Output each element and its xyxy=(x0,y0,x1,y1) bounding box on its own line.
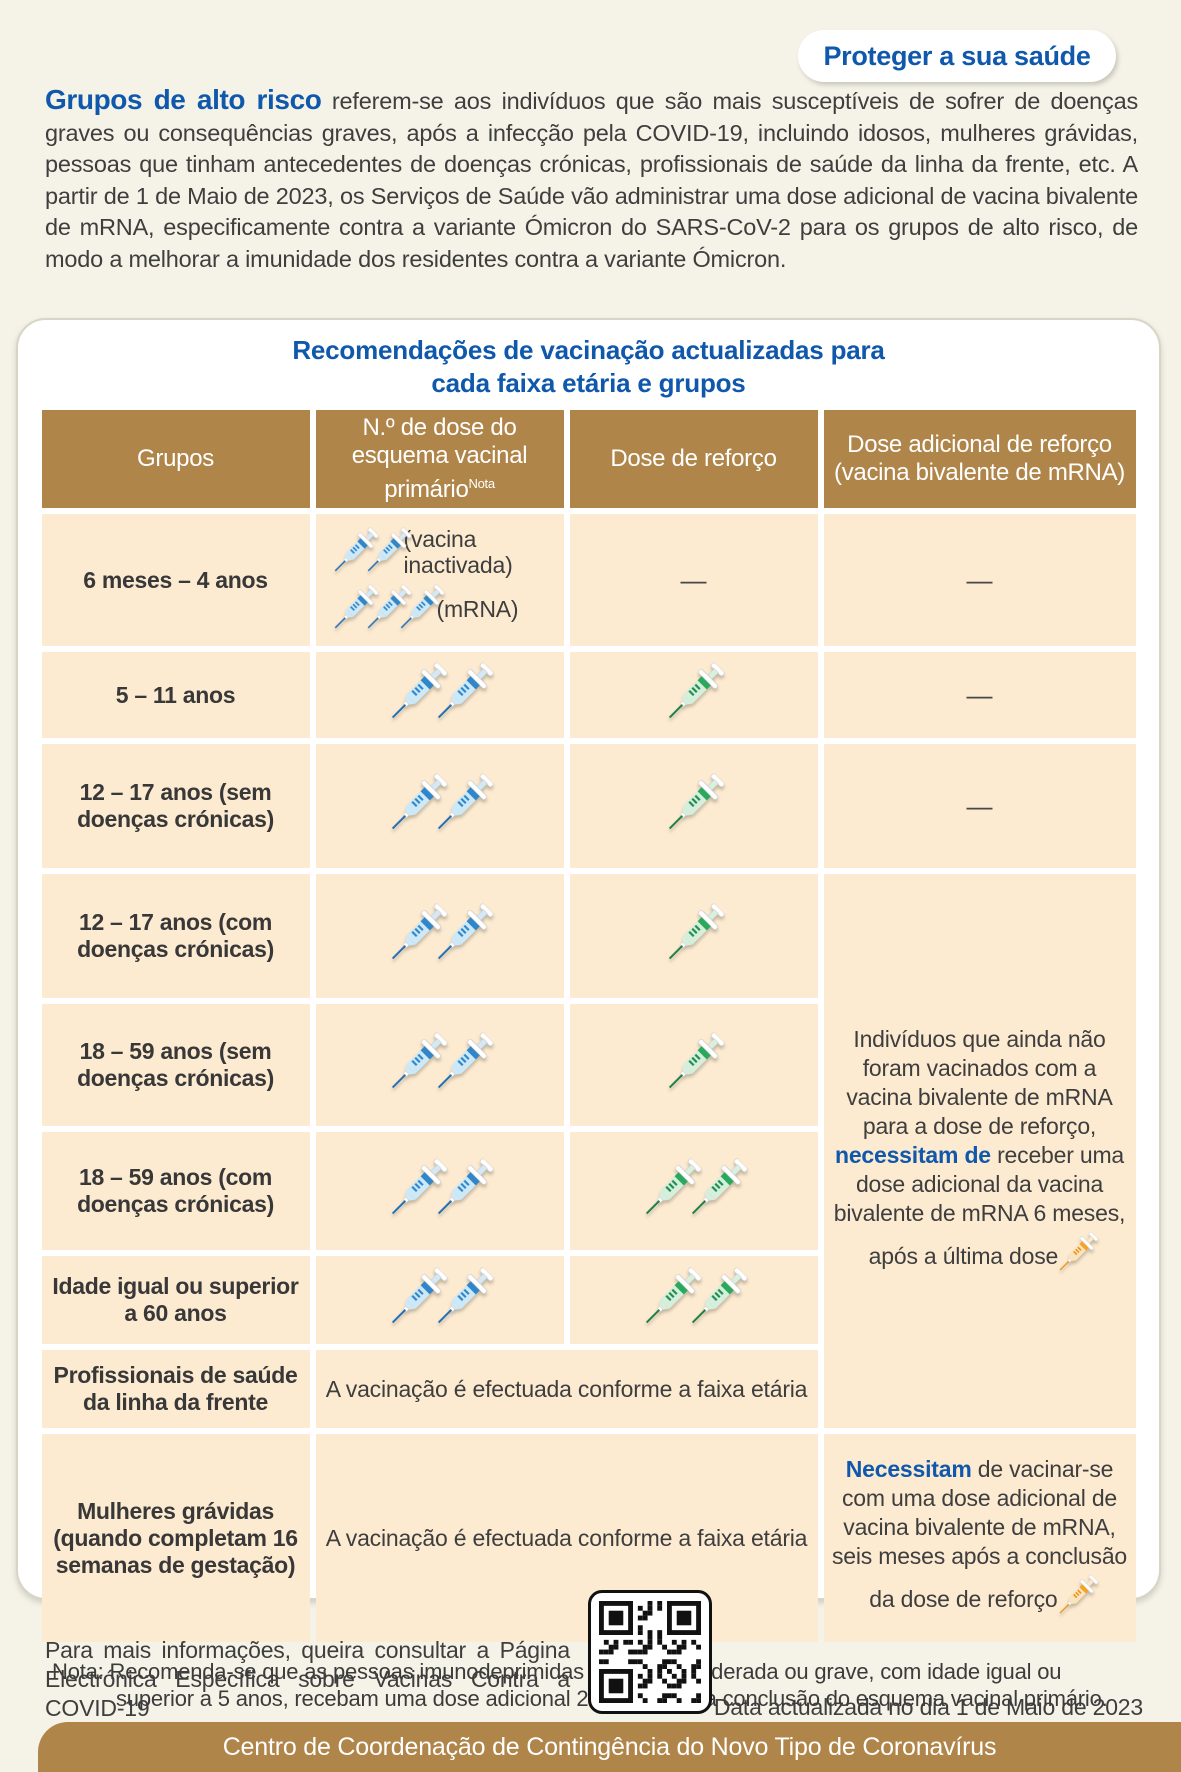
table-row: Idade igual ou superior a 60 anos xyxy=(41,1256,1136,1344)
inactivated-doses: (vacina inactivada) xyxy=(324,523,556,580)
booster-cell xyxy=(569,652,818,738)
col-header-booster: Dose de reforço xyxy=(569,410,818,508)
col-header-primary: N.º de dose do esquema vacinal primárioN… xyxy=(315,410,564,508)
booster-cell xyxy=(569,744,818,868)
primary-syringes xyxy=(394,898,486,970)
health-slogan-badge: Proteger a sua saúde xyxy=(798,30,1116,82)
group-label: Mulheres grávidas (quando completam 16 s… xyxy=(41,1434,310,1642)
group-label: 6 meses – 4 anos xyxy=(41,514,310,646)
table-row: 6 meses – 4 anos (vacina inactivada) (mR… xyxy=(41,514,1136,646)
table-title-line2: cada faixa etária e grupos xyxy=(431,368,746,398)
primary-syringes xyxy=(394,1153,486,1225)
age-based-note-cell: A vacinação é efectuada conforme a faixa… xyxy=(315,1434,818,1642)
primary-doses-cell xyxy=(315,874,564,998)
merged-text-2: receber uma dose adicional da vacina biv… xyxy=(833,1141,1126,1269)
table-header-row: Grupos N.º de dose do esquema vacinal pr… xyxy=(41,410,1136,508)
additional-cell: — xyxy=(823,652,1136,738)
table-row: 18 – 59 anos (com doenças crónicas) xyxy=(41,1132,1136,1250)
additional-cell: — xyxy=(823,744,1136,868)
group-label: 18 – 59 anos (com doenças crónicas) xyxy=(41,1132,310,1250)
booster-cell xyxy=(569,1132,818,1250)
vaccination-table: Grupos N.º de dose do esquema vacinal pr… xyxy=(36,404,1142,1648)
booster-syringes xyxy=(671,657,717,729)
table-row: 18 – 59 anos (sem doenças crónicas) xyxy=(41,1004,1136,1126)
syringe-icon xyxy=(657,656,731,730)
footer-banner-text: Centro de Coordenação de Contingência do… xyxy=(222,1732,997,1761)
group-label: 12 – 17 anos (com doenças crónicas) xyxy=(41,874,310,998)
primary-doses-cell xyxy=(315,1004,564,1126)
primary-doses-cell xyxy=(315,652,564,738)
group-label: 12 – 17 anos (sem doenças crónicas) xyxy=(41,744,310,868)
table-row: 12 – 17 anos (com doenças crónicas) Indi… xyxy=(41,874,1136,1428)
no-dose-dash: — xyxy=(680,564,707,595)
col-header-additional: Dose adicional de reforço (vacina bivale… xyxy=(823,410,1136,508)
inactivated-syringes xyxy=(338,523,404,580)
primary-doses-cell xyxy=(315,1256,564,1344)
footer-banner: Centro de Coordenação de Contingência do… xyxy=(38,1722,1181,1772)
pregnant-additional-cell: Necessitam de vacinar-se com uma dose ad… xyxy=(823,1434,1136,1642)
more-info-text: Para mais informações, queira consultar … xyxy=(45,1637,570,1721)
booster-syringes xyxy=(671,768,717,840)
syringe-icon xyxy=(657,1026,731,1100)
table-row: Profissionais de saúde da linha da frent… xyxy=(41,1350,1136,1428)
primary-syringes xyxy=(394,657,486,729)
no-dose-dash: — xyxy=(966,790,993,821)
primary-doses-cell xyxy=(315,744,564,868)
no-dose-dash: — xyxy=(966,564,993,595)
table-row: 5 – 11 anos — xyxy=(41,652,1136,738)
additional-cell: — xyxy=(823,514,1136,646)
footnote-label: Nota: xyxy=(52,1659,104,1684)
booster-syringes xyxy=(648,1153,740,1225)
table-row: Mulheres grávidas (quando completam 16 s… xyxy=(41,1434,1136,1642)
health-slogan-text: Proteger a sua saúde xyxy=(823,40,1091,71)
pregnant-text: de vacinar-se com uma dose adicional de … xyxy=(831,1456,1128,1612)
primary-syringes xyxy=(394,1027,486,1099)
primary-syringes xyxy=(394,1262,486,1334)
mrna-doses: (mRNA) xyxy=(324,580,556,637)
primary-doses-cell: (vacina inactivada) (mRNA) xyxy=(315,514,564,646)
update-date-text: Data actualizada no dia 1 de Maio de 202… xyxy=(713,1694,1143,1720)
mrna-syringes xyxy=(338,580,437,637)
intro-body: referem-se aos indivíduos que são mais s… xyxy=(45,88,1138,272)
additional-dose-syringe xyxy=(1064,1571,1090,1621)
booster-cell xyxy=(569,874,818,998)
intro-lead: Grupos de alto risco xyxy=(45,84,322,115)
qr-pattern-icon xyxy=(599,1601,701,1703)
inactivated-label: (vacina inactivada) xyxy=(403,525,513,578)
col-header-groups: Grupos xyxy=(41,410,310,508)
mrna-label: (mRNA) xyxy=(436,595,519,622)
booster-syringes xyxy=(671,1027,717,1099)
table-title: Recomendações de vacinação actualizadas … xyxy=(38,334,1139,400)
booster-cell: — xyxy=(569,514,818,646)
booster-syringes xyxy=(671,898,717,970)
group-label: Idade igual ou superior a 60 anos xyxy=(41,1256,310,1344)
primary-doses-cell xyxy=(315,1132,564,1250)
additional-dose-syringe xyxy=(1064,1228,1090,1278)
merged-text-bold: necessitam de xyxy=(834,1141,991,1168)
table-title-line1: Recomendações de vacinação actualizadas … xyxy=(292,335,885,365)
group-label: 18 – 59 anos (sem doenças crónicas) xyxy=(41,1004,310,1126)
pregnant-text-bold: Necessitam xyxy=(845,1456,972,1482)
table-row: 12 – 17 anos (sem doenças crónicas) — xyxy=(41,744,1136,868)
recommendations-card: Recomendações de vacinação actualizadas … xyxy=(16,318,1161,1711)
age-based-note-cell: A vacinação é efectuada conforme a faixa… xyxy=(315,1350,818,1428)
qr-code xyxy=(588,1590,712,1714)
col-header-primary-note-sup: Nota xyxy=(468,476,496,491)
merged-text-1: Indivíduos que ainda não foram vacinados… xyxy=(846,1025,1113,1139)
primary-syringes xyxy=(394,768,486,840)
booster-syringes xyxy=(648,1262,740,1334)
no-dose-dash: — xyxy=(966,679,993,710)
additional-merged-cell: Indivíduos que ainda não foram vacinados… xyxy=(823,874,1136,1428)
booster-cell xyxy=(569,1256,818,1344)
syringe-icon xyxy=(657,767,731,841)
intro-paragraph: Grupos de alto risco referem-se aos indi… xyxy=(45,84,1138,276)
syringe-icon xyxy=(657,897,731,971)
group-label: Profissionais de saúde da linha da frent… xyxy=(41,1350,310,1428)
group-label: 5 – 11 anos xyxy=(41,652,310,738)
booster-cell xyxy=(569,1004,818,1126)
